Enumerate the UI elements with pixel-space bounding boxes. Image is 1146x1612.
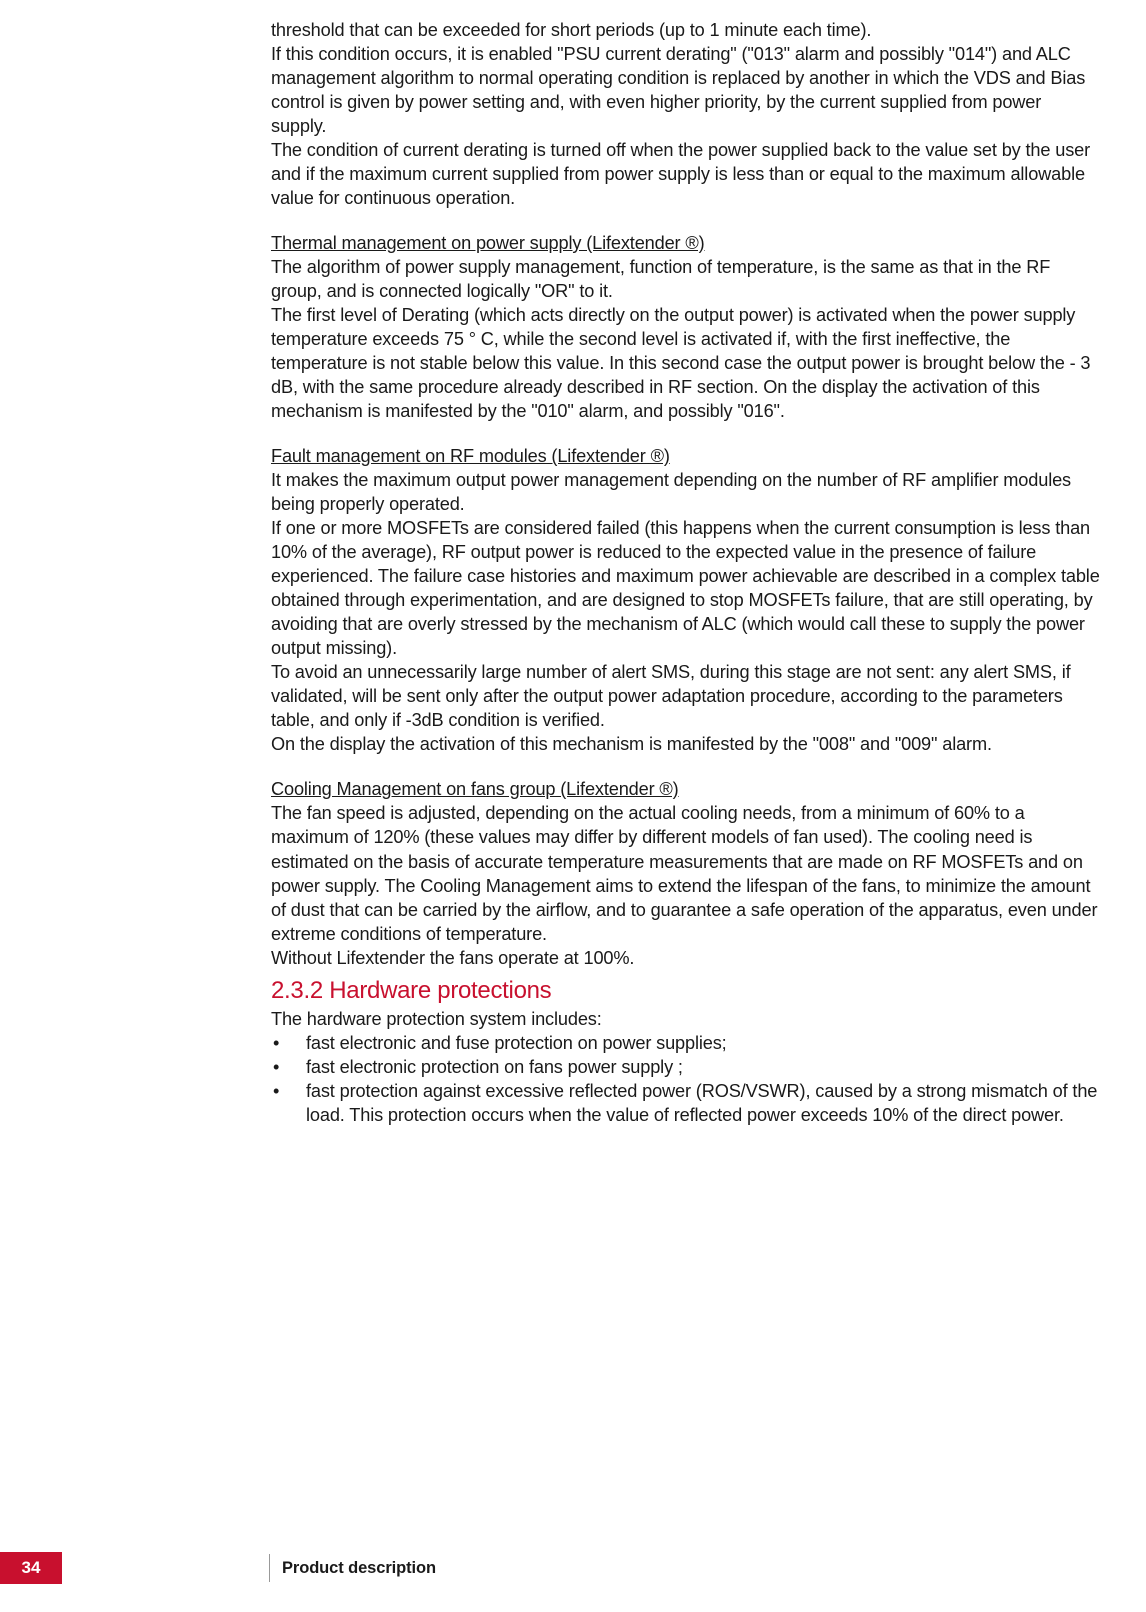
paragraph: If one or more MOSFETs are considered fa… (271, 516, 1101, 660)
paragraph: To avoid an unnecessarily large number o… (271, 660, 1101, 732)
paragraph: The algorithm of power supply management… (271, 255, 1101, 303)
footer-section-label: Product description (282, 1559, 436, 1578)
footer-divider (269, 1554, 270, 1582)
paragraph: If this condition occurs, it is enabled … (271, 42, 1101, 138)
section-heading-cooling: Cooling Management on fans group (Lifext… (271, 777, 1101, 801)
paragraph: On the display the activation of this me… (271, 732, 1101, 756)
spacer (271, 756, 1101, 777)
page-number: 34 (0, 1552, 62, 1584)
document-content: threshold that can be exceeded for short… (271, 18, 1101, 1127)
section-heading-fault: Fault management on RF modules (Lifexten… (271, 444, 1101, 468)
list-item: fast protection against excessive reflec… (271, 1079, 1101, 1127)
page-footer: 34 Product description (0, 1552, 436, 1584)
list-item: fast electronic protection on fans power… (271, 1055, 1101, 1079)
spacer (271, 423, 1101, 444)
spacer (271, 210, 1101, 231)
paragraph: The fan speed is adjusted, depending on … (271, 801, 1101, 945)
subsection-title: 2.3.2 Hardware protections (271, 977, 1101, 1005)
subsection-intro: The hardware protection system includes: (271, 1007, 1101, 1031)
hardware-protections-list: fast electronic and fuse protection on p… (271, 1031, 1101, 1127)
subsection-heading: Hardware protections (329, 977, 551, 1004)
paragraph: threshold that can be exceeded for short… (271, 18, 1101, 42)
subsection-number: 2.3.2 (271, 977, 323, 1004)
paragraph: The condition of current derating is tur… (271, 138, 1101, 210)
paragraph: The first level of Derating (which acts … (271, 303, 1101, 423)
paragraph: Without Lifextender the fans operate at … (271, 946, 1101, 970)
list-item: fast electronic and fuse protection on p… (271, 1031, 1101, 1055)
section-heading-thermal: Thermal management on power supply (Life… (271, 231, 1101, 255)
paragraph: It makes the maximum output power manage… (271, 468, 1101, 516)
